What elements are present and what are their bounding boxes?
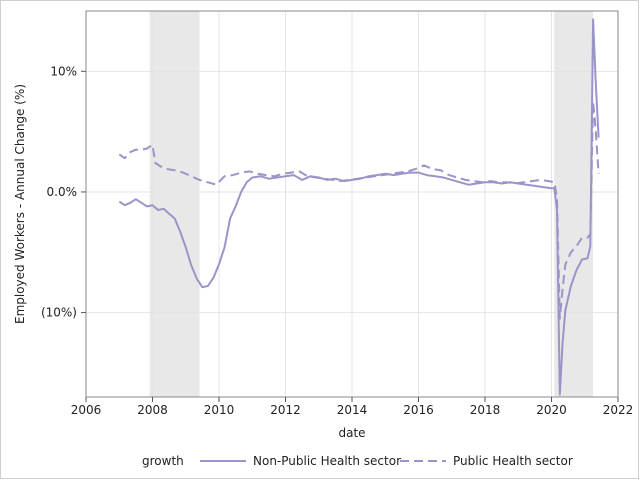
x-tick-label: 2020 [536,403,567,417]
recession-band [149,11,200,397]
legend-label-public: Public Health sector [453,454,573,468]
x-tick-label: 2008 [137,403,168,417]
legend-label-non-public: Non-Public Health sector [253,454,401,468]
y-axis-ticks: 10% 0.0% (10%) [41,64,86,320]
x-tick-label: 2012 [270,403,301,417]
x-tick-label: 2018 [470,403,501,417]
x-tick-label: 2022 [603,403,634,417]
x-tick-label: 2010 [204,403,235,417]
series-line-public [118,100,600,320]
x-axis-ticks: 2006 2008 2010 2012 2014 2016 2018 2020 2022 [71,397,634,417]
y-tick-label: (10%) [41,306,77,320]
legend-title: growth [142,454,184,468]
x-axis-label: date [338,426,365,440]
x-tick-label: 2014 [337,403,368,417]
legend: growth Non-Public Health sector Public H… [142,454,573,468]
y-axis-label: Employed Workers - Annual Change (%) [13,84,27,324]
recession-band [554,11,594,397]
y-tick-label: 10% [50,64,77,78]
recession-bands [149,11,594,397]
x-tick-label: 2016 [403,403,434,417]
x-tick-label: 2006 [71,403,102,417]
y-tick-label: 0.0% [47,185,78,199]
series-lines [118,18,600,396]
